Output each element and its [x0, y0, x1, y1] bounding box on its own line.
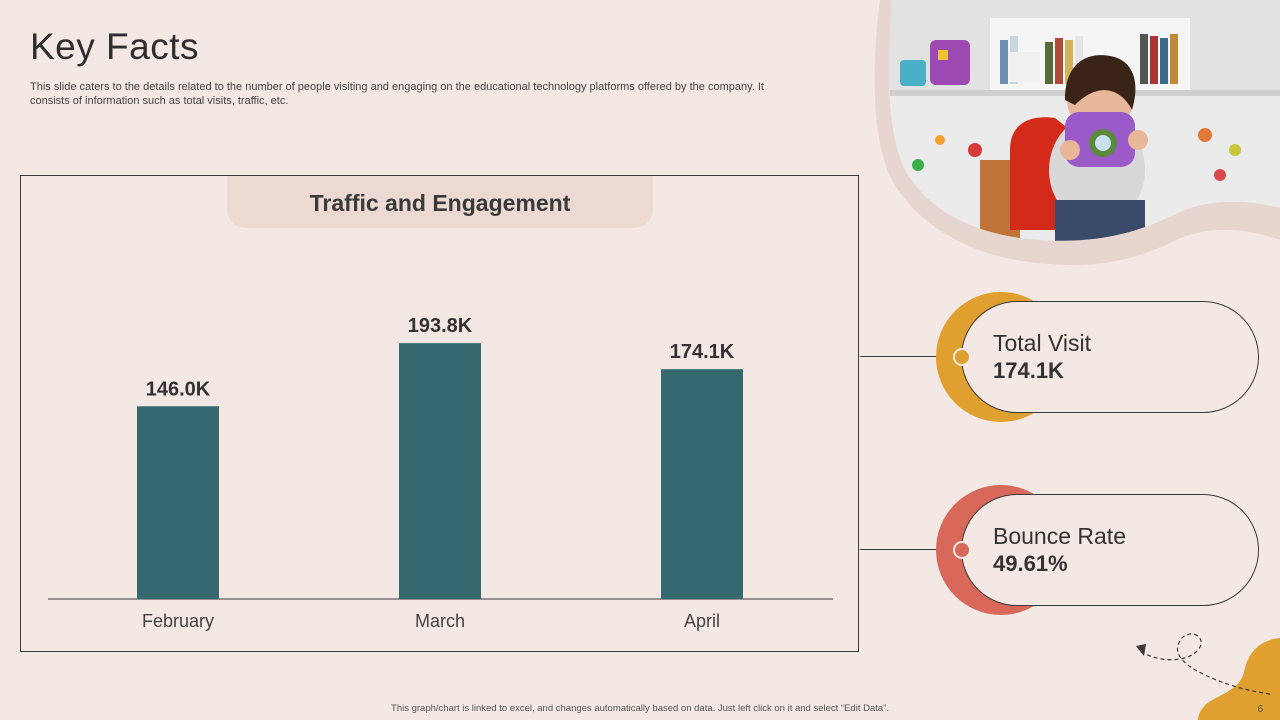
- kpi-label: Bounce Rate: [993, 523, 1126, 549]
- hero-photo: [860, 0, 1280, 270]
- connector-line-1: [860, 356, 940, 357]
- page-number: 6: [1257, 704, 1263, 715]
- x-tick-label-april: April: [684, 611, 720, 631]
- kpi-card-total-visit: Total Visit 174.1K: [936, 292, 1266, 427]
- kpi-dot: [953, 541, 971, 559]
- kpi-pill: [961, 494, 1259, 606]
- data-label-february: 146.0K: [146, 378, 211, 400]
- data-label-march: 193.8K: [408, 315, 473, 337]
- bar-april: [661, 369, 743, 599]
- decorative-blob: [1136, 633, 1280, 720]
- page-subtitle: This slide caters to the details related…: [30, 81, 764, 107]
- bars-group: 146.0K February 193.8K March 174.1K April: [137, 315, 743, 631]
- kpi-dot: [953, 348, 971, 366]
- connector-line-2: [860, 549, 940, 550]
- chart-title-tab: [227, 176, 653, 228]
- data-label-april: 174.1K: [670, 341, 735, 363]
- kpi-value: 174.1K: [993, 358, 1064, 383]
- kpi-pill: [961, 301, 1259, 413]
- chart-title: Traffic and Engagement: [310, 190, 571, 216]
- kpi-value: 49.61%: [993, 551, 1068, 576]
- x-tick-label-february: February: [142, 611, 214, 631]
- bar-chart: Traffic and Engagement 146.0K February 193…: [48, 176, 833, 631]
- chart-panel: Traffic and Engagement 146.0K February 193…: [20, 175, 859, 652]
- page-title: Key Facts: [30, 26, 199, 67]
- kpi-card-bounce-rate: Bounce Rate 49.61%: [936, 485, 1266, 620]
- x-tick-label-march: March: [415, 611, 465, 631]
- kpi-label: Total Visit: [993, 330, 1092, 356]
- footer-note: This graph/chart is linked to excel, and…: [391, 703, 889, 714]
- bar-march: [399, 343, 481, 599]
- bar-february: [137, 406, 219, 599]
